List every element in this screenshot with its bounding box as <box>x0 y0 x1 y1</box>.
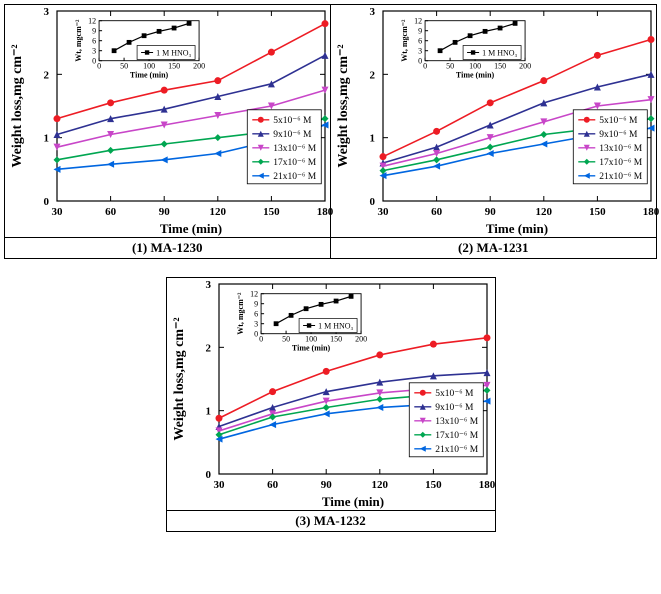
svg-text:3: 3 <box>254 320 258 329</box>
svg-text:9: 9 <box>418 27 422 36</box>
svg-text:180: 180 <box>642 206 658 218</box>
svg-text:0: 0 <box>205 469 211 481</box>
svg-text:21x10⁻⁶ M: 21x10⁻⁶ M <box>599 172 642 182</box>
svg-text:0: 0 <box>259 335 263 344</box>
svg-text:21x10⁻⁶ M: 21x10⁻⁶ M <box>435 445 478 455</box>
svg-text:90: 90 <box>320 479 332 491</box>
svg-text:0: 0 <box>369 196 375 208</box>
svg-text:100: 100 <box>469 62 481 71</box>
svg-text:2: 2 <box>44 69 50 81</box>
svg-text:Weight loss,mg cm⁻²: Weight loss,mg cm⁻² <box>172 317 187 440</box>
bottom-row: 3060901201501800123Time (min)Weight loss… <box>166 277 496 532</box>
svg-text:Time (min): Time (min) <box>485 221 547 236</box>
svg-text:3: 3 <box>369 6 375 18</box>
svg-text:13x10⁻⁶ M: 13x10⁻⁶ M <box>599 144 642 154</box>
svg-text:150: 150 <box>263 206 280 218</box>
svg-text:200: 200 <box>193 62 205 71</box>
svg-text:0: 0 <box>97 62 101 71</box>
svg-text:Time (min): Time (min) <box>455 71 494 80</box>
svg-text:30: 30 <box>377 206 389 218</box>
svg-text:30: 30 <box>52 206 64 218</box>
svg-text:Weight loss,mg cm⁻²: Weight loss,mg cm⁻² <box>336 44 351 167</box>
svg-text:1: 1 <box>44 133 50 145</box>
svg-text:0: 0 <box>92 57 96 66</box>
svg-text:100: 100 <box>305 335 317 344</box>
svg-text:90: 90 <box>159 206 171 218</box>
svg-text:3: 3 <box>418 47 422 56</box>
svg-text:13x10⁻⁶ M: 13x10⁻⁶ M <box>435 417 478 427</box>
panel-2: 3060901201501800123Time (min)Weight loss… <box>331 5 657 258</box>
svg-text:60: 60 <box>105 206 117 218</box>
svg-text:2: 2 <box>205 342 211 354</box>
plot-2: 3060901201501800123Time (min)Weight loss… <box>331 5 657 238</box>
svg-text:9x10⁻⁶ M: 9x10⁻⁶ M <box>435 403 474 413</box>
caption-2: (2) MA-1231 <box>331 238 657 258</box>
svg-text:200: 200 <box>519 62 531 71</box>
svg-text:3: 3 <box>205 279 211 291</box>
plot-3: 3060901201501800123Time (min)Weight loss… <box>167 278 495 511</box>
svg-text:9: 9 <box>254 300 258 309</box>
svg-text:150: 150 <box>589 206 606 218</box>
svg-text:Weight loss,mg cm⁻²: Weight loss,mg cm⁻² <box>10 44 25 167</box>
svg-text:0: 0 <box>423 62 427 71</box>
svg-text:Time (min): Time (min) <box>130 71 169 80</box>
svg-text:9x10⁻⁶ M: 9x10⁻⁶ M <box>599 130 638 140</box>
caption-1: (1) MA-1230 <box>5 238 330 258</box>
svg-text:3: 3 <box>92 47 96 56</box>
svg-text:200: 200 <box>355 335 367 344</box>
svg-text:150: 150 <box>168 62 180 71</box>
svg-text:Wt, mgcm⁻²: Wt, mgcm⁻² <box>236 292 245 335</box>
svg-text:150: 150 <box>425 479 442 491</box>
svg-text:12: 12 <box>250 290 258 299</box>
svg-text:6: 6 <box>92 37 96 46</box>
panel-1: 3060901201501800123Time (min)Weight loss… <box>5 5 331 258</box>
svg-text:12: 12 <box>414 17 422 26</box>
caption-3: (3) MA-1232 <box>167 511 495 531</box>
svg-text:21x10⁻⁶ M: 21x10⁻⁶ M <box>273 172 316 182</box>
svg-text:50: 50 <box>282 335 290 344</box>
svg-text:6: 6 <box>418 37 422 46</box>
svg-text:Wt, mgcm⁻²: Wt, mgcm⁻² <box>74 19 83 62</box>
svg-text:120: 120 <box>371 479 388 491</box>
svg-text:120: 120 <box>210 206 227 218</box>
svg-text:100: 100 <box>143 62 155 71</box>
svg-text:1: 1 <box>205 406 211 418</box>
svg-text:3: 3 <box>44 6 50 18</box>
svg-text:5x10⁻⁶ M: 5x10⁻⁶ M <box>273 116 312 126</box>
svg-text:1: 1 <box>369 133 375 145</box>
svg-text:30: 30 <box>213 479 225 491</box>
svg-text:9: 9 <box>92 27 96 36</box>
svg-text:1 M HNO₃: 1 M HNO₃ <box>482 49 517 58</box>
plot-1: 3060901201501800123Time (min)Weight loss… <box>5 5 330 238</box>
svg-text:9x10⁻⁶ M: 9x10⁻⁶ M <box>273 130 312 140</box>
svg-text:Time (min): Time (min) <box>321 494 383 509</box>
svg-text:1 M HNO₃: 1 M HNO₃ <box>318 322 353 331</box>
svg-text:0: 0 <box>418 57 422 66</box>
svg-text:5x10⁻⁶ M: 5x10⁻⁶ M <box>435 389 474 399</box>
svg-text:Time (min): Time (min) <box>291 344 330 353</box>
svg-text:17x10⁻⁶ M: 17x10⁻⁶ M <box>435 431 478 441</box>
svg-text:60: 60 <box>267 479 279 491</box>
svg-text:13x10⁻⁶ M: 13x10⁻⁶ M <box>273 144 316 154</box>
svg-text:Wt, mgcm⁻²: Wt, mgcm⁻² <box>400 19 409 62</box>
svg-text:17x10⁻⁶ M: 17x10⁻⁶ M <box>273 158 316 168</box>
top-row: 3060901201501800123Time (min)Weight loss… <box>4 4 657 259</box>
svg-text:150: 150 <box>494 62 506 71</box>
svg-text:90: 90 <box>484 206 496 218</box>
svg-text:150: 150 <box>330 335 342 344</box>
svg-text:Time (min): Time (min) <box>160 221 222 236</box>
svg-text:50: 50 <box>120 62 128 71</box>
svg-text:2: 2 <box>369 69 375 81</box>
svg-text:6: 6 <box>254 310 258 319</box>
svg-text:60: 60 <box>431 206 443 218</box>
svg-text:5x10⁻⁶ M: 5x10⁻⁶ M <box>599 116 638 126</box>
svg-text:0: 0 <box>44 196 50 208</box>
svg-text:12: 12 <box>88 17 96 26</box>
svg-text:1 M HNO₃: 1 M HNO₃ <box>156 49 191 58</box>
svg-text:0: 0 <box>254 330 258 339</box>
svg-text:50: 50 <box>446 62 454 71</box>
svg-text:120: 120 <box>535 206 552 218</box>
svg-text:180: 180 <box>478 479 494 491</box>
svg-text:17x10⁻⁶ M: 17x10⁻⁶ M <box>599 158 642 168</box>
